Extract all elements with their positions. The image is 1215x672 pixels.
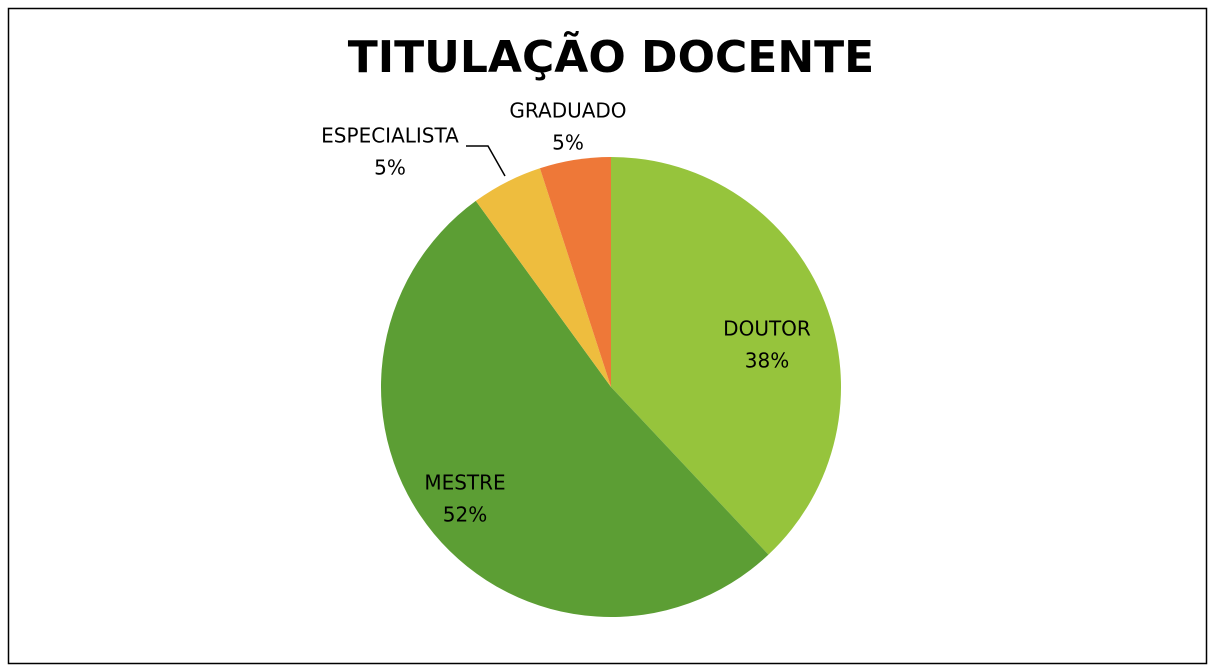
slice-value-label: 5% — [552, 131, 584, 155]
pie-slice — [381, 200, 769, 617]
slice-label: MESTRE — [424, 471, 505, 495]
slice-value-label: 52% — [443, 503, 487, 527]
pie-slice — [475, 168, 611, 387]
pie-slice — [539, 157, 611, 387]
leader-line — [466, 145, 506, 177]
slice-label: DOUTOR — [723, 317, 811, 341]
slice-label: GRADUADO — [509, 99, 626, 123]
chart-title: TITULAÇÃO DOCENTE — [348, 30, 874, 83]
slice-label: ESPECIALISTA — [321, 124, 459, 148]
slice-value-label: 5% — [374, 156, 406, 180]
pie-slice — [611, 157, 841, 555]
slice-value-label: 38% — [745, 349, 789, 373]
